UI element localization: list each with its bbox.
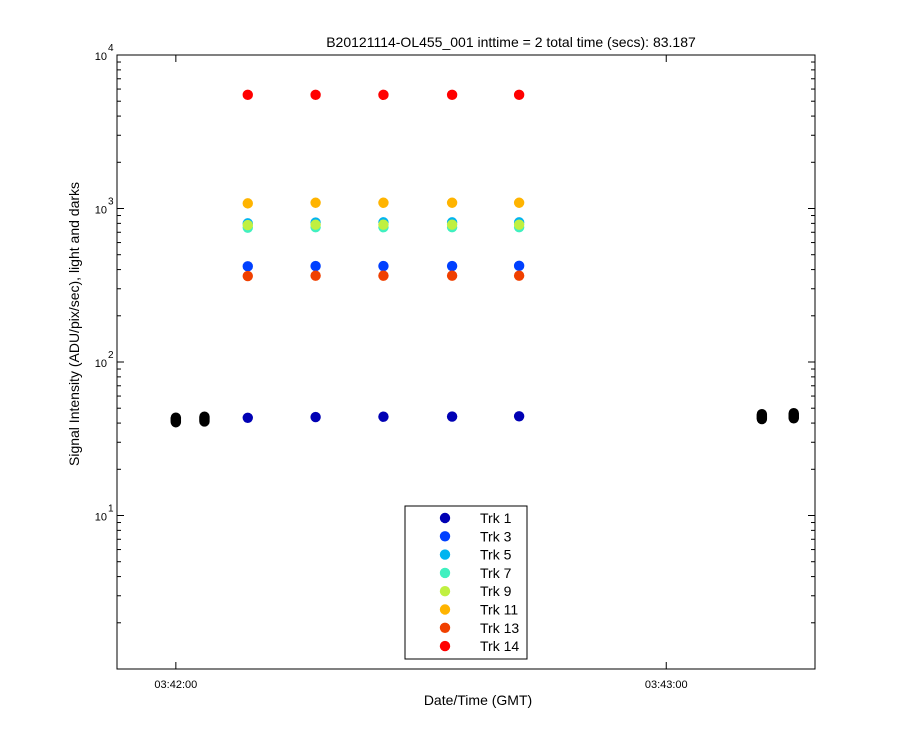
data-point bbox=[446, 270, 458, 281]
data-point bbox=[378, 260, 389, 272]
legend-marker bbox=[439, 567, 451, 579]
data-point bbox=[513, 197, 525, 208]
y-tick-exponent: 3 bbox=[108, 197, 114, 208]
legend-marker bbox=[439, 512, 451, 524]
dark-point bbox=[170, 412, 182, 423]
x-tick-labels: 03:42:00 03:43:00 bbox=[154, 679, 687, 691]
y-tick-label: 10 bbox=[95, 358, 107, 370]
legend-label: Trk 11 bbox=[480, 602, 518, 618]
y-tick-exponent: 4 bbox=[108, 43, 114, 54]
legend: Trk 1 Trk 3 Trk 5 Trk 7 Trk 9 Trk 11 Trk 13 Trk… bbox=[404, 505, 528, 660]
data-point bbox=[242, 270, 253, 282]
legend-marker bbox=[439, 549, 451, 560]
legend-marker bbox=[439, 604, 451, 615]
data-point bbox=[513, 219, 525, 230]
legend-label: Trk 3 bbox=[480, 528, 512, 544]
dark-point bbox=[756, 409, 768, 420]
y-axis-label: Signal Intensity (ADU/pix/sec), light an… bbox=[66, 182, 82, 466]
data-point bbox=[310, 260, 321, 272]
legend-label: Trk 1 bbox=[480, 510, 512, 526]
legend-label: Trk 7 bbox=[480, 565, 512, 581]
dark-point bbox=[199, 411, 210, 422]
data-point bbox=[310, 411, 321, 423]
data-point bbox=[513, 89, 525, 101]
x-tick-label: 03:42:00 bbox=[154, 679, 197, 691]
legend-label: Trk 9 bbox=[480, 583, 512, 599]
chart-title: B20121114-OL455_001 inttime = 2 total ti… bbox=[326, 34, 696, 50]
data-point bbox=[378, 270, 389, 281]
data-point bbox=[310, 219, 321, 230]
legend-box bbox=[404, 505, 528, 660]
data-point bbox=[513, 411, 525, 422]
y-tick-label: 10 bbox=[95, 512, 107, 524]
data-point bbox=[242, 89, 253, 101]
data-points bbox=[170, 89, 799, 428]
y-tick-exponent: 1 bbox=[108, 504, 114, 515]
data-point bbox=[446, 260, 458, 272]
data-point bbox=[242, 412, 253, 423]
data-point bbox=[310, 197, 321, 208]
y-tick-label: 10 bbox=[95, 205, 107, 217]
legend-label: Trk 5 bbox=[480, 547, 512, 563]
data-point bbox=[446, 219, 458, 230]
y-tick-exponent: 2 bbox=[108, 350, 114, 361]
legend-marker bbox=[439, 640, 451, 652]
data-point bbox=[242, 198, 253, 209]
legend-marker bbox=[439, 531, 451, 542]
data-point bbox=[446, 411, 458, 422]
data-point bbox=[513, 270, 525, 281]
data-point bbox=[378, 89, 389, 101]
axis-ticks bbox=[117, 54, 815, 670]
legend-label: Trk 13 bbox=[480, 620, 519, 636]
legend-marker bbox=[439, 586, 451, 597]
data-point bbox=[310, 89, 321, 101]
data-point bbox=[242, 261, 253, 272]
legend-marker bbox=[439, 622, 451, 633]
dark-point bbox=[788, 407, 799, 419]
data-point bbox=[378, 411, 389, 422]
data-point bbox=[513, 260, 525, 272]
data-point bbox=[310, 270, 321, 281]
x-tick-label: 03:43:00 bbox=[645, 679, 688, 691]
data-point bbox=[446, 197, 458, 208]
y-tick-label: 10 bbox=[95, 51, 107, 63]
x-axis-label: Date/Time (GMT) bbox=[424, 692, 532, 708]
data-point bbox=[446, 89, 458, 101]
legend-label: Trk 14 bbox=[480, 638, 519, 654]
data-point bbox=[378, 197, 389, 208]
data-point bbox=[378, 219, 389, 230]
data-point bbox=[242, 219, 253, 231]
